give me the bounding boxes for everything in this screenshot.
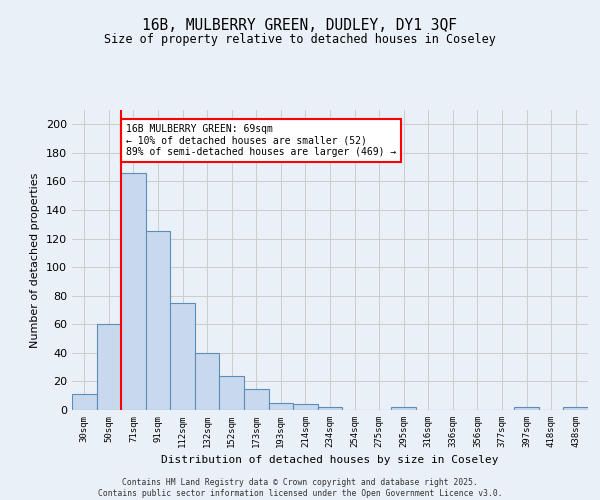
Bar: [97, 324, 121, 410]
Bar: [269, 403, 293, 410]
Bar: [391, 407, 416, 410]
Text: Contains HM Land Registry data © Crown copyright and database right 2025.
Contai: Contains HM Land Registry data © Crown c…: [98, 478, 502, 498]
Bar: [195, 353, 220, 410]
X-axis label: Distribution of detached houses by size in Coseley: Distribution of detached houses by size …: [161, 456, 499, 466]
Bar: [293, 404, 318, 410]
Bar: [514, 407, 539, 410]
Bar: [170, 303, 195, 410]
Text: Size of property relative to detached houses in Coseley: Size of property relative to detached ho…: [104, 32, 496, 46]
Bar: [563, 407, 588, 410]
Bar: [121, 173, 146, 410]
Bar: [244, 388, 269, 410]
Y-axis label: Number of detached properties: Number of detached properties: [31, 172, 40, 348]
Bar: [146, 232, 170, 410]
Text: 16B, MULBERRY GREEN, DUDLEY, DY1 3QF: 16B, MULBERRY GREEN, DUDLEY, DY1 3QF: [143, 18, 458, 32]
Text: 16B MULBERRY GREEN: 69sqm
← 10% of detached houses are smaller (52)
89% of semi-: 16B MULBERRY GREEN: 69sqm ← 10% of detac…: [126, 124, 397, 158]
Bar: [318, 407, 342, 410]
Bar: [72, 394, 97, 410]
Bar: [220, 376, 244, 410]
